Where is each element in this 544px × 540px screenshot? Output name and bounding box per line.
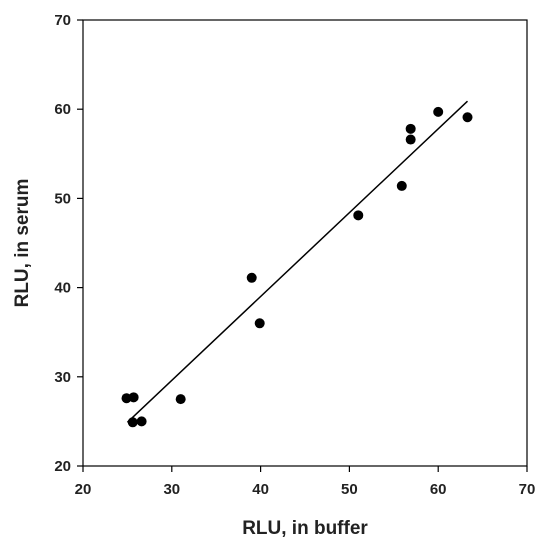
data-point xyxy=(433,106,444,117)
y-tick-label: 40 xyxy=(54,280,71,297)
x-axis-title: RLU, in buffer xyxy=(242,518,368,539)
plot-frame xyxy=(82,19,528,467)
data-point xyxy=(127,417,138,428)
regression-line xyxy=(126,100,469,423)
y-axis-title: RLU, in serum xyxy=(12,179,33,308)
data-point xyxy=(128,392,139,403)
y-tick-label: 60 xyxy=(54,101,71,118)
x-tick-label: 30 xyxy=(163,481,180,498)
y-tick-label: 20 xyxy=(54,458,71,475)
data-point xyxy=(136,416,147,427)
data-point xyxy=(405,134,416,145)
data-point xyxy=(353,210,364,221)
x-tick-label: 60 xyxy=(430,481,447,498)
data-point xyxy=(462,112,473,123)
y-tick-label: 30 xyxy=(54,369,71,386)
data-point xyxy=(405,123,416,134)
data-point xyxy=(246,272,257,283)
x-tick-label: 40 xyxy=(252,481,269,498)
data-points xyxy=(121,106,473,428)
x-tick-label: 50 xyxy=(341,481,358,498)
fit-line-layer xyxy=(126,100,469,423)
plot-area xyxy=(82,19,528,467)
data-point xyxy=(396,180,407,191)
x-tick-label: 20 xyxy=(75,481,92,498)
y-axis: 20 30 40 50 60 70 xyxy=(54,12,83,475)
data-point xyxy=(254,318,265,329)
x-axis: 20 30 40 50 60 70 xyxy=(75,466,536,498)
y-tick-label: 70 xyxy=(54,12,71,29)
y-tick-label: 50 xyxy=(54,190,71,207)
x-tick-label: 70 xyxy=(519,481,536,498)
data-point xyxy=(175,394,186,405)
